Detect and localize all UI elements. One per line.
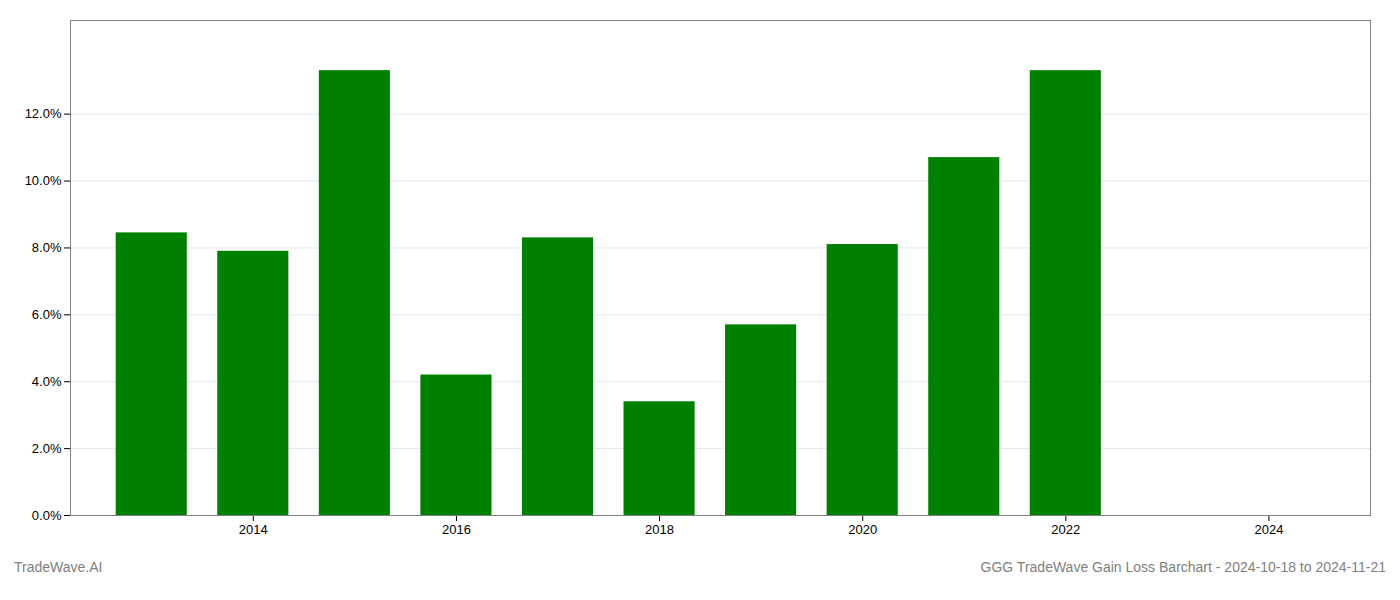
svg-text:2024: 2024 <box>1254 522 1283 537</box>
svg-text:2.0%: 2.0% <box>32 441 62 456</box>
svg-text:10.0%: 10.0% <box>25 173 62 188</box>
svg-text:2022: 2022 <box>1051 522 1080 537</box>
svg-text:2016: 2016 <box>442 522 471 537</box>
svg-text:2014: 2014 <box>239 522 268 537</box>
svg-text:4.0%: 4.0% <box>32 374 62 389</box>
svg-text:2018: 2018 <box>645 522 674 537</box>
svg-text:2020: 2020 <box>848 522 877 537</box>
svg-text:6.0%: 6.0% <box>32 307 62 322</box>
html-text:GGG TradeWave Gain Loss Barcha: GGG TradeWave Gain Loss Barchart - 2024-… <box>980 559 1386 575</box>
svg-text:8.0%: 8.0% <box>32 240 62 255</box>
svg-text:0.0%: 0.0% <box>32 508 62 523</box>
html-text:TradeWave.AI: TradeWave.AI <box>14 559 103 575</box>
svg-text:12.0%: 12.0% <box>25 106 62 121</box>
